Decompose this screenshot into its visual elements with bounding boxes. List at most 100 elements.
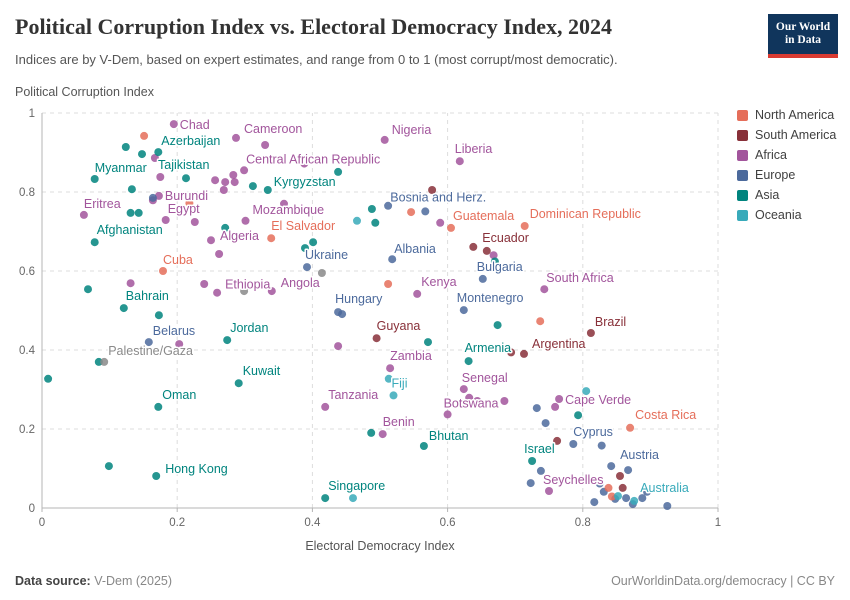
data-point[interactable] <box>421 207 430 216</box>
data-point[interactable] <box>464 357 473 366</box>
data-point[interactable] <box>367 428 376 437</box>
data-point[interactable] <box>232 133 240 142</box>
data-point[interactable] <box>459 306 468 315</box>
data-point[interactable] <box>156 173 165 181</box>
legend-item[interactable]: Europe <box>737 168 836 182</box>
data-point[interactable] <box>536 466 545 475</box>
data-point[interactable] <box>104 462 113 471</box>
data-point[interactable] <box>138 150 146 159</box>
data-point[interactable] <box>234 379 243 388</box>
data-point[interactable] <box>614 492 622 501</box>
data-point[interactable] <box>447 223 455 232</box>
data-point[interactable] <box>378 430 387 439</box>
data-point[interactable] <box>215 250 224 258</box>
data-point[interactable] <box>182 174 190 183</box>
data-point[interactable] <box>230 178 239 187</box>
data-point[interactable] <box>569 440 578 448</box>
data-point[interactable] <box>455 157 464 166</box>
data-point[interactable] <box>638 494 647 503</box>
legend-item[interactable]: North America <box>737 108 836 122</box>
data-point[interactable] <box>248 182 257 191</box>
data-point[interactable] <box>540 285 549 294</box>
data-point[interactable] <box>334 167 343 176</box>
data-point[interactable] <box>526 479 535 488</box>
data-point[interactable] <box>334 342 343 351</box>
data-point[interactable] <box>240 287 249 296</box>
data-point[interactable] <box>630 496 639 505</box>
data-point[interactable] <box>121 143 130 151</box>
data-point[interactable] <box>221 223 230 232</box>
data-point[interactable] <box>545 487 553 495</box>
data-point[interactable] <box>371 218 380 227</box>
data-point[interactable] <box>267 234 276 243</box>
data-point[interactable] <box>424 244 433 253</box>
data-point[interactable] <box>413 289 422 298</box>
data-point[interactable] <box>154 402 163 411</box>
data-point[interactable] <box>595 479 604 488</box>
data-point[interactable] <box>185 199 194 208</box>
data-point[interactable] <box>79 210 88 219</box>
data-point[interactable] <box>574 411 583 420</box>
legend-item[interactable]: Asia <box>737 188 836 202</box>
data-point[interactable] <box>154 311 163 320</box>
data-point[interactable] <box>490 257 499 266</box>
data-point[interactable] <box>301 244 309 253</box>
data-point[interactable] <box>532 404 541 413</box>
data-point[interactable] <box>372 334 381 343</box>
data-point[interactable] <box>590 498 599 507</box>
data-point[interactable] <box>127 185 136 194</box>
data-point[interactable] <box>489 251 498 260</box>
data-point[interactable] <box>263 186 272 194</box>
data-point[interactable] <box>150 154 159 162</box>
data-point[interactable] <box>100 357 109 366</box>
data-point[interactable] <box>134 208 143 217</box>
data-point[interactable] <box>607 492 616 501</box>
data-point[interactable] <box>213 288 222 297</box>
legend-item[interactable]: Oceania <box>737 208 836 222</box>
data-point[interactable] <box>624 466 633 475</box>
data-point[interactable] <box>520 222 529 230</box>
data-point[interactable] <box>321 494 330 503</box>
data-point[interactable] <box>241 216 250 225</box>
data-point[interactable] <box>140 131 149 140</box>
data-point[interactable] <box>493 321 502 330</box>
data-point[interactable] <box>367 205 376 213</box>
data-point[interactable] <box>553 436 562 445</box>
data-point[interactable] <box>280 199 288 208</box>
data-point[interactable] <box>443 410 452 419</box>
data-point[interactable] <box>424 338 432 347</box>
data-point[interactable] <box>582 387 591 396</box>
data-point[interactable] <box>190 218 199 226</box>
data-point[interactable] <box>407 208 416 217</box>
data-point[interactable] <box>159 267 167 275</box>
data-point[interactable] <box>221 178 230 187</box>
data-point[interactable] <box>126 279 135 288</box>
data-point[interactable] <box>380 135 389 144</box>
data-point[interactable] <box>469 242 478 251</box>
data-point[interactable] <box>161 216 170 224</box>
data-point[interactable] <box>169 120 178 129</box>
data-point[interactable] <box>551 402 560 411</box>
data-point[interactable] <box>90 238 99 247</box>
data-point[interactable] <box>300 159 309 168</box>
footer-license[interactable]: OurWorldinData.org/democracy | CC BY <box>611 574 835 588</box>
data-point[interactable] <box>663 502 672 510</box>
data-point[interactable] <box>459 385 468 394</box>
data-point[interactable] <box>555 395 564 403</box>
data-point[interactable] <box>643 487 651 496</box>
data-point[interactable] <box>384 201 393 210</box>
data-point[interactable] <box>267 287 276 296</box>
data-point[interactable] <box>465 393 474 402</box>
data-point[interactable] <box>119 304 128 313</box>
data-point[interactable] <box>536 317 545 326</box>
data-point[interactable] <box>44 374 53 383</box>
data-point[interactable] <box>148 193 157 202</box>
data-point[interactable] <box>144 338 153 347</box>
data-point[interactable] <box>317 269 326 277</box>
data-point[interactable] <box>207 236 215 245</box>
data-point[interactable] <box>154 148 163 157</box>
data-point[interactable] <box>200 280 209 288</box>
data-point[interactable] <box>507 348 516 357</box>
data-point[interactable] <box>384 374 393 383</box>
data-point[interactable] <box>419 442 428 450</box>
